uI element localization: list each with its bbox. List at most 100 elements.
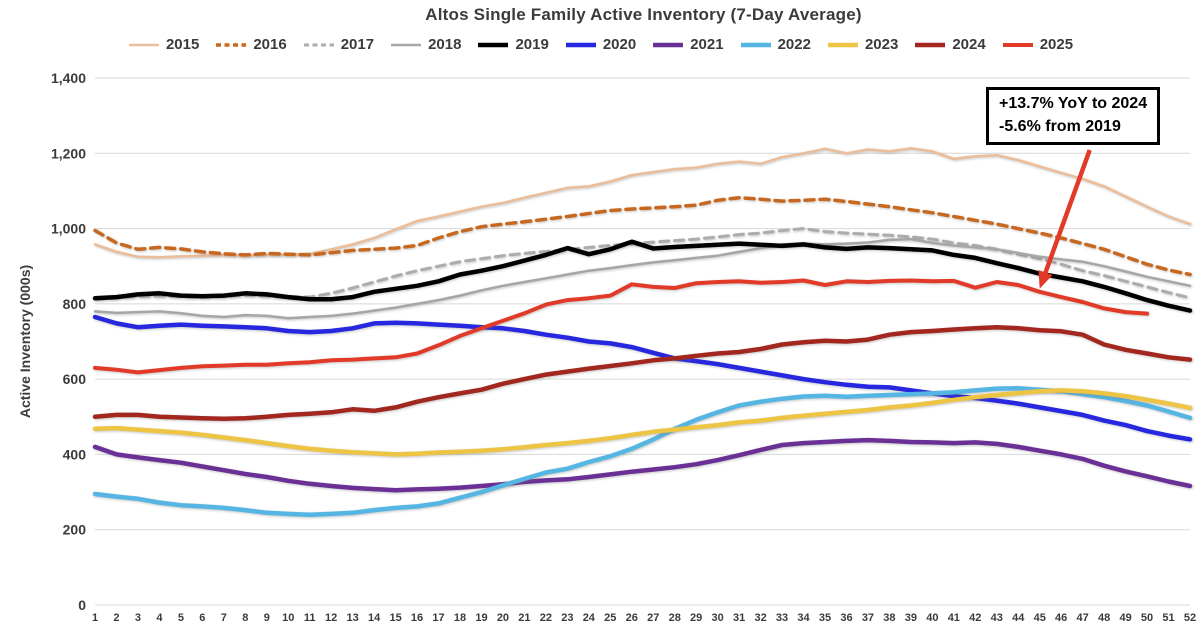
- series-line-2016: [93, 195, 1192, 277]
- legend-item-2017: 2017: [302, 36, 374, 53]
- chart-legend: 2015 2016 2017 2018 2019 2020 2021 2022 2023 2024…: [0, 36, 1200, 53]
- series-line-2024: [92, 324, 1193, 421]
- x-tick-label: 37: [862, 612, 874, 624]
- x-tick-label: 19: [475, 612, 487, 624]
- legend-item-2023: 2023: [826, 36, 898, 53]
- legend-line-swatch-icon: [827, 42, 858, 47]
- x-tick-label: 6: [199, 612, 205, 624]
- legend-label: 2019: [515, 36, 549, 53]
- legend-line-swatch-icon: [478, 42, 509, 47]
- x-tick-label: 1: [92, 612, 98, 624]
- legend-line-swatch-icon: [740, 42, 771, 47]
- series-line-2023: [92, 388, 1193, 457]
- legend-item-2016: 2016: [214, 36, 287, 53]
- x-tick-label: 42: [969, 612, 981, 624]
- x-tick-label: 46: [1055, 612, 1067, 624]
- series-line-2018: [93, 237, 1192, 320]
- legend-item-2024: 2024: [913, 36, 986, 53]
- x-tick-label: 21: [518, 612, 530, 624]
- x-tick-label: 2: [113, 612, 119, 624]
- x-tick-label: 50: [1141, 612, 1153, 624]
- x-tick-label: 31: [733, 612, 745, 624]
- x-tick-label: 36: [840, 612, 852, 624]
- y-tick-label: 1,400: [51, 70, 86, 86]
- y-tick-label: 400: [63, 446, 87, 462]
- y-tick-label: 200: [63, 522, 87, 538]
- legend-label: 2017: [340, 36, 375, 53]
- legend-label: 2020: [602, 36, 637, 53]
- legend-item-2025: 2025: [1001, 36, 1073, 53]
- legend-item-2022: 2022: [739, 36, 811, 53]
- x-tick-label: 12: [325, 612, 337, 624]
- x-tick-label: 8: [242, 612, 248, 624]
- x-tick-label: 34: [797, 612, 810, 624]
- x-tick-label: 25: [604, 612, 616, 624]
- y-tick-label: 600: [63, 371, 87, 387]
- x-tick-label: 17: [432, 612, 444, 624]
- series-line-2021: [92, 437, 1193, 493]
- x-tick-label: 10: [282, 612, 294, 624]
- series-line-2020: [92, 314, 1193, 442]
- x-tick-label: 7: [221, 612, 227, 624]
- legend-item-2018: 2018: [389, 36, 461, 53]
- x-tick-label: 5: [178, 612, 184, 624]
- x-tick-label: 24: [583, 612, 596, 624]
- x-tick-label: 41: [948, 612, 960, 624]
- legend-line-swatch-icon: [915, 42, 946, 47]
- x-tick-label: 32: [754, 612, 766, 624]
- x-tick-label: 4: [156, 612, 163, 624]
- legend-line-swatch-icon: [1002, 42, 1033, 47]
- x-tick-label: 35: [819, 612, 831, 624]
- x-tick-label: 51: [1162, 612, 1174, 624]
- x-tick-label: 3: [135, 612, 141, 624]
- legend-item-2019: 2019: [476, 36, 549, 53]
- legend-label: 2022: [777, 36, 811, 53]
- legend-line-swatch-icon: [303, 43, 334, 46]
- x-tick-label: 9: [264, 612, 270, 624]
- x-tick-label: 20: [497, 612, 509, 624]
- legend-line-swatch-icon: [128, 43, 159, 46]
- legend-line-swatch-icon: [653, 42, 684, 47]
- x-tick-label: 22: [540, 612, 552, 624]
- legend-line-swatch-icon: [565, 42, 596, 47]
- y-tick-label: 0: [78, 597, 86, 613]
- x-tick-label: 30: [712, 612, 724, 624]
- legend-label: 2021: [690, 36, 724, 53]
- legend-label: 2015: [165, 36, 200, 53]
- legend-item-2015: 2015: [127, 36, 199, 53]
- y-tick-label: 1,000: [51, 221, 86, 237]
- legend-label: 2023: [864, 36, 899, 53]
- x-tick-label: 47: [1077, 612, 1089, 624]
- chart-title: Altos Single Family Active Inventory (7-…: [425, 5, 862, 24]
- series-line-2022: [92, 385, 1193, 517]
- x-tick-label: 16: [411, 612, 423, 624]
- legend-line-swatch-icon: [216, 42, 247, 47]
- x-tick-label: 52: [1184, 612, 1196, 624]
- legend-label: 2016: [253, 36, 287, 53]
- x-tick-label: 33: [776, 612, 788, 624]
- x-tick-label: 11: [304, 612, 316, 624]
- x-tick-label: 28: [669, 612, 681, 624]
- legend-label: 2018: [428, 36, 462, 53]
- legend-item-2021: 2021: [651, 36, 724, 53]
- y-axis-title: Active Inventory (000s): [17, 265, 33, 418]
- series-line-2019: [92, 239, 1193, 313]
- x-tick-label: 23: [561, 612, 573, 624]
- x-tick-label: 38: [883, 612, 895, 624]
- x-tick-label: 27: [647, 612, 659, 624]
- x-tick-label: 18: [454, 612, 466, 624]
- x-tick-label: 48: [1098, 612, 1110, 624]
- annotation-line2: -5.6% from 2019: [999, 117, 1121, 135]
- x-tick-label: 29: [690, 612, 702, 624]
- annotation-line1: +13.7% YoY to 2024: [999, 95, 1148, 112]
- x-tick-label: 39: [905, 612, 917, 624]
- legend-label: 2025: [1039, 36, 1074, 53]
- y-tick-label: 800: [63, 296, 87, 312]
- annotation-arrow-line: [1042, 149, 1092, 277]
- x-tick-label: 40: [926, 612, 938, 624]
- x-tick-label: 45: [1034, 612, 1046, 624]
- annotation-arrow-head-icon: [1038, 270, 1053, 289]
- legend-label: 2024: [952, 36, 986, 53]
